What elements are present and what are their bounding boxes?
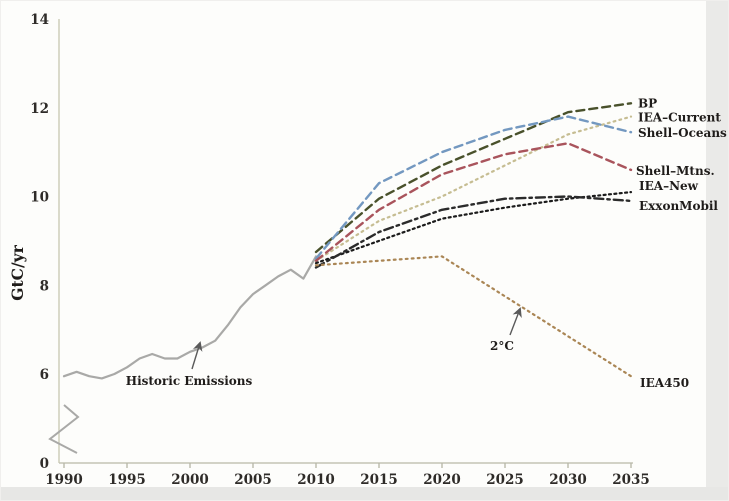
x-tick-label: 2010 bbox=[297, 472, 335, 488]
series-label-shell-oceans: Shell–Oceans bbox=[638, 126, 727, 140]
y-tick-label: 6 bbox=[40, 367, 49, 383]
y-tick-label: 14 bbox=[30, 12, 49, 28]
x-tick-label: 1990 bbox=[45, 472, 83, 488]
x-tick-label: 2015 bbox=[360, 472, 398, 488]
annotation-arrow bbox=[191, 341, 203, 370]
series-label-exxonmobil: ExxonMobil bbox=[639, 199, 718, 213]
y-tick-label: 0 bbox=[40, 456, 49, 472]
y-axis-title: GtC/yr bbox=[8, 244, 27, 300]
bottom-margin-strip bbox=[1, 487, 728, 500]
y-tick-label: 8 bbox=[40, 278, 49, 294]
x-tick-label: 1995 bbox=[108, 472, 146, 488]
series-label-iea450: IEA450 bbox=[640, 376, 689, 390]
annotation-arrow bbox=[509, 307, 522, 336]
series-label-bp: BP bbox=[638, 96, 657, 110]
x-tick-label: 2020 bbox=[423, 472, 461, 488]
series-line-shell-oceans bbox=[314, 115, 633, 260]
series-label-iea-current: IEA–Current bbox=[638, 111, 721, 125]
y-tick-label: 12 bbox=[30, 101, 49, 117]
series-line-bp bbox=[314, 102, 633, 254]
series-label-shell-mtns-: Shell–Mtns. bbox=[636, 164, 715, 178]
series-line-iea-current bbox=[314, 115, 633, 262]
axis-break-mark bbox=[48, 404, 80, 454]
x-tick-label: 2025 bbox=[486, 472, 524, 488]
y-tick-label: 10 bbox=[30, 190, 49, 206]
annotation-text: Historic Emissions bbox=[126, 374, 253, 388]
x-tick-label: 2005 bbox=[234, 472, 272, 488]
series-line-historic-emissions bbox=[62, 255, 318, 380]
x-tick-label: 2000 bbox=[171, 472, 209, 488]
right-margin-strip bbox=[706, 1, 728, 500]
x-tick-label: 2035 bbox=[612, 472, 650, 488]
series-line-exxonmobil bbox=[314, 195, 633, 269]
series-line-iea450 bbox=[314, 255, 633, 378]
series-line-shell-mtns- bbox=[314, 142, 633, 262]
x-tick-label: 2030 bbox=[549, 472, 587, 488]
series-label-iea-new: IEA–New bbox=[639, 179, 699, 193]
annotation-text: 2°C bbox=[490, 339, 514, 353]
